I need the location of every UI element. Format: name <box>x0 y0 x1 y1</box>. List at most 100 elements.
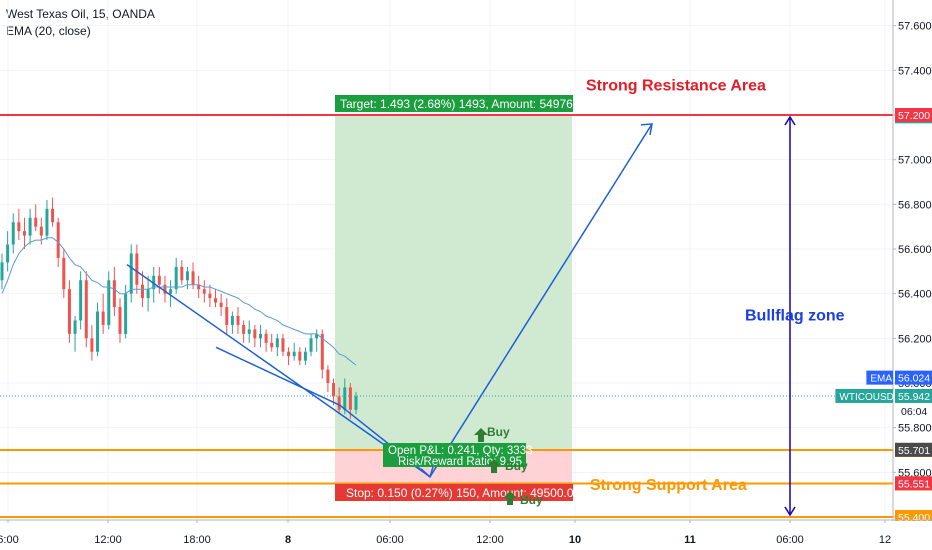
candle <box>96 302 100 357</box>
x-tick-label: 06:00 <box>376 534 404 546</box>
price-tag-value: 55.701 <box>898 445 930 457</box>
candle-body <box>62 257 66 290</box>
candle <box>332 378 336 406</box>
candle-body <box>275 338 279 348</box>
target-box-bg <box>335 95 573 112</box>
price-tag-bg <box>895 476 932 491</box>
candle <box>90 324 94 361</box>
candle-body <box>169 289 173 294</box>
y-tick-label: 56.600 <box>898 244 932 256</box>
candle <box>214 289 218 308</box>
candle-body <box>320 333 324 370</box>
x-tick-label: 11 <box>684 534 696 546</box>
candle <box>236 307 240 334</box>
candle <box>230 311 234 334</box>
stop-label: Stop: 0.150 (0.27%) 150, Amount: 49500.0… <box>346 486 580 500</box>
x-tick-label: 12:00 <box>476 534 504 546</box>
candle <box>6 231 10 272</box>
target-zone <box>335 115 572 450</box>
candle-body <box>0 262 4 281</box>
price-tag: 55.551 <box>895 476 932 491</box>
price-tag-sub-bg <box>895 403 932 418</box>
y-tick-label: 56.400 <box>898 289 932 301</box>
price-tag-bg <box>895 370 932 385</box>
candle-body <box>34 217 38 227</box>
bullflag-arrowhead-down <box>784 506 796 517</box>
candle-body <box>253 329 257 339</box>
candle-body <box>180 266 184 281</box>
projection-arrowhead <box>640 123 653 136</box>
x-tick-label: 12:00 <box>94 534 122 546</box>
drop-arrowhead <box>420 466 434 479</box>
buy-arrow-icon <box>503 491 517 505</box>
candle <box>219 293 223 316</box>
candle <box>73 316 77 352</box>
candle-body <box>236 316 240 325</box>
chart-subtitle: EMA (20, close) <box>6 24 91 38</box>
price-tag-label-bg <box>866 370 893 385</box>
candle <box>185 266 189 290</box>
stop-box: Stop: 0.150 (0.27%) 150, Amount: 49500.0… <box>335 484 580 501</box>
price-axis: 55.40055.60055.80056.00056.20056.40056.6… <box>892 0 932 550</box>
candle-body <box>230 316 234 325</box>
price-tag: 57.200 <box>895 108 932 122</box>
candle-body <box>348 387 352 410</box>
candle-body <box>315 333 319 339</box>
pnl-box-bg <box>383 443 526 467</box>
candle-body <box>270 342 274 348</box>
candle-body <box>17 222 21 232</box>
x-tick-label: 18:00 <box>183 534 211 546</box>
candle-body <box>39 226 43 236</box>
candle <box>135 244 139 294</box>
candle <box>118 298 122 343</box>
price-tag: 55.701 <box>895 442 932 457</box>
candle-body <box>258 333 262 339</box>
chart-title: West Texas Oil, 15, OANDA <box>6 7 155 21</box>
candle <box>275 333 279 357</box>
candle <box>253 324 257 348</box>
time-axis: 6:00 12:00 18:00 8 06:00 12:00 10 11 06:00 12 <box>0 519 932 550</box>
pnl-label: Open P&L: 0.241, Qty: 3333 <box>388 445 533 457</box>
buy-label: Buy <box>505 459 528 473</box>
candle-body <box>129 253 133 294</box>
price-tag-label: EMA <box>870 374 892 385</box>
buy-marker: Buy <box>487 459 528 473</box>
candle-body <box>197 284 201 290</box>
risk-reward-label: Risk/Reward Ratio: 9.95 <box>398 456 522 468</box>
x-tick-label: 10 <box>569 534 581 546</box>
candle-body <box>124 293 128 334</box>
flag-lower-line <box>215 346 341 407</box>
candle <box>326 365 330 392</box>
candle <box>45 199 49 241</box>
candle-body <box>326 369 330 383</box>
price-tag: 55.942 WTICOUSD 06:04 <box>835 388 932 418</box>
ema-line <box>1 237 357 366</box>
candle-body <box>157 275 161 285</box>
chart-legend: West Texas Oil, 15, OANDA EMA (20, close… <box>6 6 155 40</box>
price-tag-bg <box>895 442 932 457</box>
y-tick-label: 57.000 <box>898 155 932 167</box>
candle-body <box>298 351 302 361</box>
candle-body <box>73 320 77 334</box>
time-axis-bg <box>0 521 932 550</box>
resistance-label: Strong Resistance Area <box>586 77 766 94</box>
projection-arrow <box>429 123 653 478</box>
candle-body <box>208 293 212 299</box>
candle <box>320 329 324 379</box>
price-tag-value: 56.024 <box>898 373 930 385</box>
price-axis-bg <box>893 0 932 550</box>
buy-label: Buy <box>520 493 543 507</box>
x-tick-label: 06:00 <box>776 534 804 546</box>
price-tag-bg <box>895 388 932 403</box>
candle-body <box>264 333 268 343</box>
candle <box>287 347 291 366</box>
candle-body <box>337 396 341 410</box>
price-tag-bg <box>895 108 932 122</box>
candle <box>163 275 167 303</box>
candle <box>84 271 88 348</box>
candle <box>0 253 4 290</box>
price-tags: 57.19457.20056.024EMA55.942WTICOUSD06:04… <box>835 108 932 524</box>
candle-body <box>163 284 167 294</box>
candle <box>107 271 111 330</box>
